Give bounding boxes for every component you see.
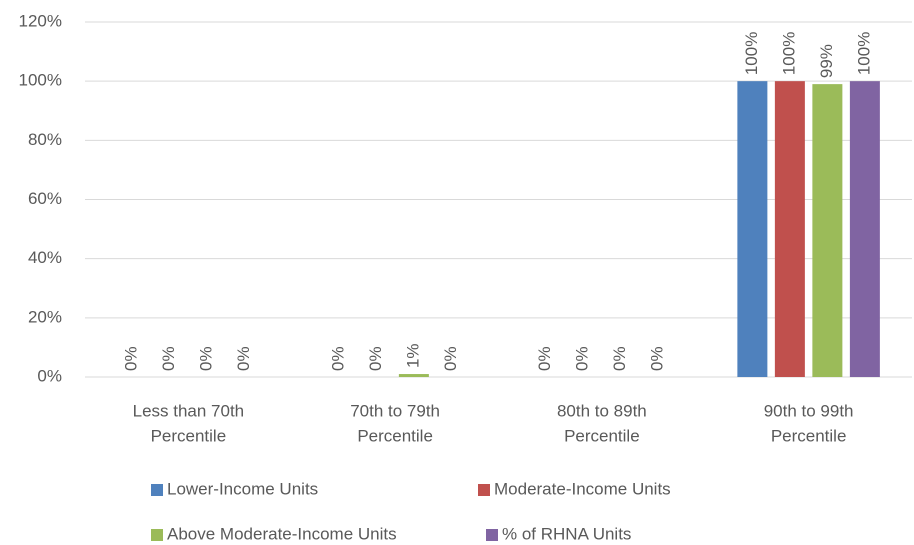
y-tick-label: 40%: [28, 248, 62, 267]
data-label: 100%: [854, 32, 873, 75]
x-tick-label: Percentile: [564, 426, 640, 445]
legend-swatch: [478, 484, 490, 496]
data-label: 1%: [403, 343, 422, 368]
bar: [398, 374, 429, 377]
data-label: 99%: [817, 44, 836, 78]
x-tick-label: Percentile: [771, 426, 847, 445]
data-label: 100%: [742, 32, 761, 75]
bar: [774, 81, 805, 378]
x-tick-label: 70th to 79th: [350, 401, 440, 420]
y-tick-label: 0%: [37, 366, 62, 385]
data-label: 0%: [573, 346, 592, 371]
legend-label: % of RHNA Units: [502, 524, 631, 543]
data-label: 0%: [122, 346, 141, 371]
y-tick-label: 60%: [28, 189, 62, 208]
y-tick-label: 120%: [19, 11, 62, 30]
data-label: 0%: [159, 346, 178, 371]
bar: [812, 84, 843, 377]
x-tick-label: Less than 70th: [133, 401, 245, 420]
legend-label: Above Moderate-Income Units: [167, 524, 397, 543]
data-label: 0%: [366, 346, 385, 371]
data-label: 0%: [234, 346, 253, 371]
data-label: 0%: [535, 346, 554, 371]
x-tick-label: Percentile: [151, 426, 227, 445]
bar: [737, 81, 768, 378]
x-tick-label: Percentile: [357, 426, 433, 445]
x-tick-label: 80th to 89th: [557, 401, 647, 420]
legend-swatch: [151, 484, 163, 496]
data-label: 0%: [197, 346, 216, 371]
data-label: 0%: [610, 346, 629, 371]
legend-swatch: [151, 529, 163, 541]
bar: [849, 81, 880, 378]
data-label: 0%: [328, 346, 347, 371]
x-tick-label: 90th to 99th: [764, 401, 854, 420]
data-label: 100%: [779, 32, 798, 75]
data-label: 0%: [648, 346, 667, 371]
legend-label: Lower-Income Units: [167, 479, 318, 498]
legend-label: Moderate-Income Units: [494, 479, 671, 498]
y-tick-label: 100%: [19, 71, 62, 90]
data-label: 0%: [441, 346, 460, 371]
y-tick-label: 20%: [28, 307, 62, 326]
legend-swatch: [486, 529, 498, 541]
y-tick-label: 80%: [28, 130, 62, 149]
